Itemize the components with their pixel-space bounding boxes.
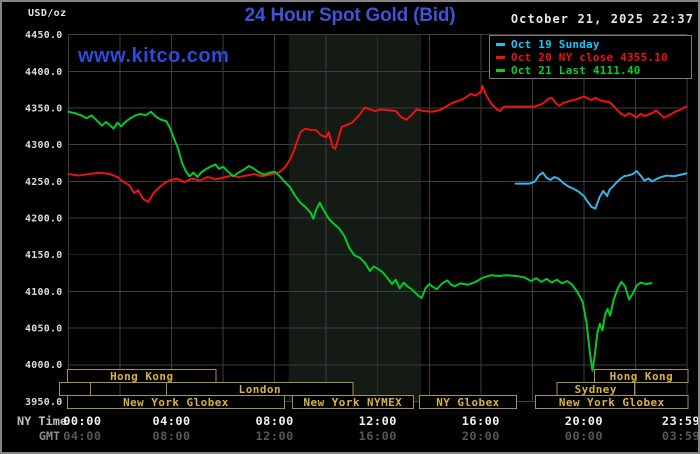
x-tick-ny: 23:59 [662,414,698,428]
session-label: New York NYMEX [304,396,403,409]
session-box [534,395,689,409]
session-box [66,369,217,384]
gmt-axis-label: GMT [39,429,60,443]
ny-time-axis-label: NY Time [17,414,67,428]
y-axis-labels: 4450.0 4400.0 4350.0 4300.0 4250.0 4200.0 4150… [25,30,63,408]
x-tick-ny: 16:00 [462,414,500,428]
x-tick-gmt: 20:00 [462,429,500,443]
x-tick-ny: 00:00 [63,414,101,428]
session-label: Hong Kong [110,370,173,383]
y-tick-label: 4300.0 [25,140,63,151]
x-axis-labels: NY TimeGMT00:0004:0004:0008:0008:0012:00… [17,414,698,443]
session-box [66,395,285,409]
y-tick-label: 4150.0 [25,250,63,261]
x-tick-gmt: 12:00 [256,429,294,443]
session-label: New York Globex [123,396,229,409]
legend-item: Oct 20 NY close 4355.10 [496,51,691,64]
session-label: London [239,383,281,396]
y-tick-label: 4450.0 [25,30,63,41]
legend: Oct 19 Sunday Oct 20 NY close 4355.10 Oct … [489,35,692,79]
legend-item: Oct 21 Last 4111.40 [496,64,691,77]
page-title: 24 Hour Spot Gold (Bid) [244,5,456,26]
session-box [291,395,414,409]
legend-label: Oct 20 NY close 4355.10 [511,51,668,64]
x-tick-ny: 12:00 [359,414,397,428]
x-tick-gmt: 03:59 [662,429,698,443]
session-box [58,382,91,396]
unit-label: USD/oz [28,8,67,19]
session-label: Sydney [575,383,617,396]
series-oct-21 [67,110,653,372]
y-tick-label: 4400.0 [25,67,63,78]
y-tick-label: 4350.0 [25,104,63,115]
legend-swatch [496,43,505,46]
x-tick-ny: 08:00 [256,414,294,428]
y-tick-label: 4050.0 [25,324,63,335]
session-label: New York Globex [559,396,665,409]
session-box [594,369,689,384]
x-tick-gmt: 04:00 [63,429,101,443]
gridlines [68,34,688,402]
y-tick-label: 4000.0 [25,360,63,371]
series-oct-19-sunday [514,170,688,210]
datetime-label: October 21, 2025 22:37 [510,12,694,26]
x-tick-gmt: 16:00 [359,429,397,443]
x-tick-ny: 04:00 [152,414,190,428]
y-tick-label: 3950.0 [25,397,63,408]
legend-swatch [496,56,505,59]
session-label: Hong Kong [610,370,673,383]
session-label: NY Globex [436,396,499,409]
series-oct-20 [67,85,688,203]
session-box [419,395,517,409]
x-tick-gmt: 08:00 [152,429,190,443]
legend-label: Oct 19 Sunday [511,38,600,51]
y-tick-label: 4250.0 [25,177,63,188]
legend-label: Oct 21 Last 4111.40 [511,64,641,77]
legend-item: Oct 19 Sunday [496,38,691,51]
y-tick-label: 4100.0 [25,287,63,298]
kitco-watermark: www.kitco.com [78,45,230,67]
y-tick-label: 4200.0 [25,214,63,225]
legend-swatch [496,69,505,72]
x-tick-ny: 20:00 [565,414,603,428]
x-tick-gmt: 00:00 [565,429,603,443]
